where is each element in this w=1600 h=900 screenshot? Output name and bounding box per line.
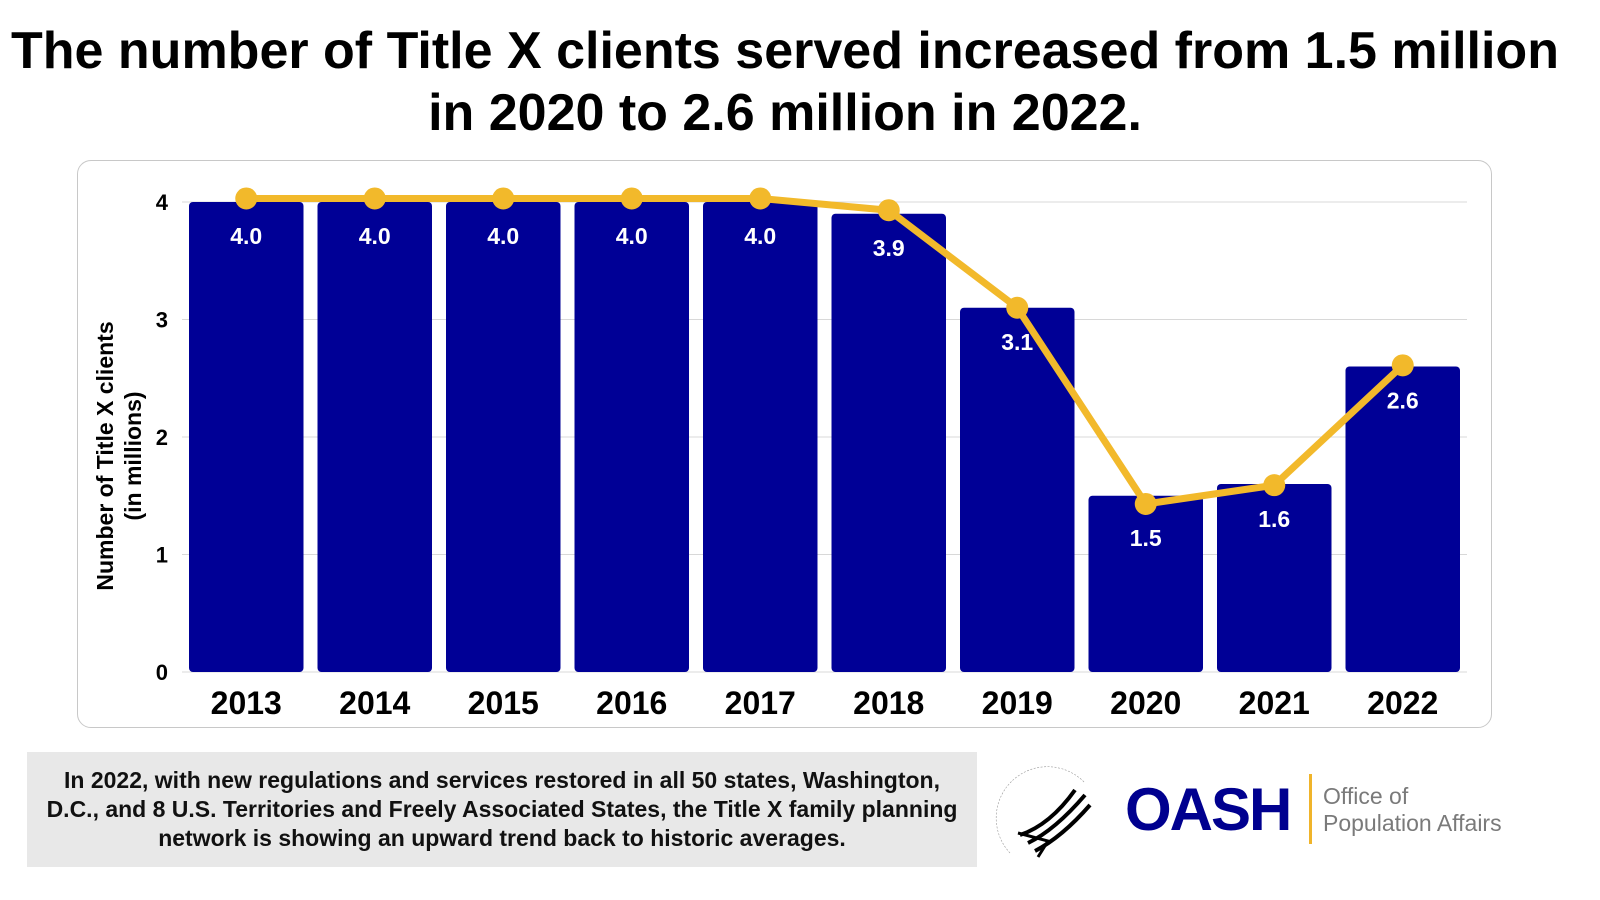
- y-tick-label: 1: [156, 543, 168, 568]
- bar-2022: [1345, 366, 1460, 672]
- page-title: The number of Title X clients served inc…: [11, 22, 1559, 142]
- y-axis-label: Number of Title X clients(in millions): [92, 321, 146, 590]
- bar-2019: [960, 307, 1075, 672]
- data-label: 4.0: [230, 223, 262, 249]
- x-tick-label: 2013: [211, 685, 282, 721]
- line-point-2016: [620, 187, 643, 210]
- y-tick-label: 2: [156, 425, 168, 450]
- x-tick-label: 2017: [725, 685, 796, 721]
- line-point-2018: [877, 199, 900, 222]
- line-point-2020: [1134, 492, 1157, 515]
- bar-line-chart: 0 1 2 3 4 Number of Title X clients(in millio…: [92, 187, 1467, 721]
- line-point-2014: [363, 187, 386, 210]
- trend-line: [246, 194, 1406, 508]
- logo-divider: [1309, 774, 1312, 844]
- data-label: 2.6: [1387, 388, 1419, 414]
- line-point-2022: [1391, 354, 1414, 377]
- data-label: 4.0: [359, 223, 391, 249]
- x-tick-label: 2022: [1367, 685, 1438, 721]
- x-tick-label: 2016: [596, 685, 667, 721]
- bar-2013: [189, 202, 304, 672]
- line-point-2017: [749, 187, 772, 210]
- bar-2016: [574, 202, 689, 672]
- data-label: 4.0: [744, 223, 776, 249]
- line-point-2013: [235, 187, 258, 210]
- bar-2021: [1217, 484, 1332, 672]
- line-point-2019: [1006, 296, 1029, 319]
- x-tick-label: 2021: [1239, 685, 1310, 721]
- line-point-2015: [492, 187, 515, 210]
- y-tick-label: 0: [156, 660, 168, 685]
- oash-logo: OASH: [1125, 776, 1292, 843]
- data-label: 1.5: [1130, 525, 1162, 551]
- data-label: 3.9: [873, 235, 905, 261]
- data-label: 4.0: [616, 223, 648, 249]
- footer-note: In 2022, with new regulations and servic…: [27, 752, 977, 867]
- y-axis-label-line: Number of Title X clients: [92, 321, 118, 590]
- chart-container: 0 1 2 3 4 Number of Title X clients(in millio…: [77, 160, 1492, 728]
- data-label: 3.1: [1001, 329, 1033, 355]
- bar-2018: [831, 213, 946, 672]
- y-tick-label: 4: [156, 190, 169, 215]
- x-tick-label: 2014: [339, 685, 410, 721]
- data-label: 1.6: [1258, 506, 1290, 532]
- bar-2014: [317, 202, 432, 672]
- y-tick-label: 3: [156, 308, 168, 333]
- bar-2017: [703, 202, 818, 672]
- bar-2020: [1088, 495, 1203, 672]
- x-tick-label: 2018: [853, 685, 924, 721]
- opa-logo-text: Office of Population Affairs: [1323, 783, 1502, 837]
- bar-2015: [446, 202, 561, 672]
- x-tick-label: 2019: [982, 685, 1053, 721]
- x-tick-label: 2020: [1110, 685, 1181, 721]
- data-label: 4.0: [487, 223, 519, 249]
- opa-line-1: Office of: [1323, 783, 1409, 809]
- line-point-2021: [1263, 474, 1286, 497]
- hhs-seal-logo: [995, 766, 1092, 858]
- footer-text: In 2022, with new regulations and servic…: [46, 767, 958, 851]
- x-tick-label: 2015: [468, 685, 539, 721]
- opa-line-2: Population Affairs: [1323, 810, 1502, 836]
- y-axis-label-line: (in millions): [120, 391, 146, 520]
